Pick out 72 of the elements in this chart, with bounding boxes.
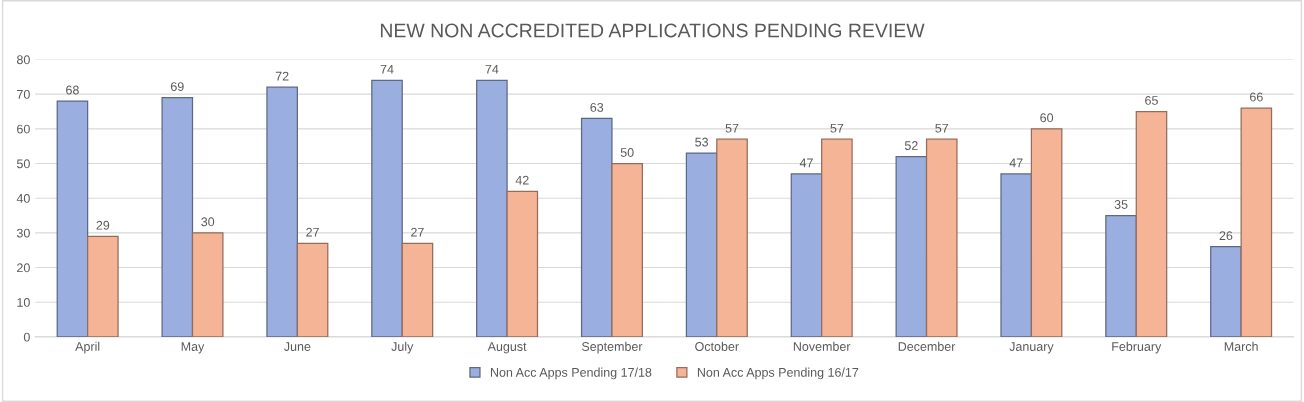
legend-label: Non Acc Apps Pending 17/18 [490,367,652,380]
bar [161,97,194,337]
y-tick-label: 20 [17,263,30,273]
data-label: 52 [904,141,918,150]
data-label: 74 [485,64,499,74]
data-label: 53 [695,137,709,147]
bar [476,79,508,337]
data-label: 72 [275,71,289,81]
bar [1210,246,1242,337]
data-label: 57 [935,123,949,133]
data-label: 63 [590,102,604,112]
bar [1240,107,1273,337]
x-tick-label: November [793,341,851,351]
bar [296,242,329,337]
y-tick-label: 0 [23,332,30,342]
bar [580,117,613,337]
chart-title: NEW NON ACCREDITED APPLICATIONS PENDING REVIEW [380,23,925,38]
x-tick-label: April [75,341,100,354]
data-label: 35 [1114,200,1128,209]
data-label: 68 [66,85,79,95]
x-tick-label: September [581,341,643,354]
bar [716,138,748,337]
data-label: 29 [96,220,110,230]
bar [87,235,119,337]
data-label: 50 [620,148,634,157]
bar [611,162,643,337]
data-label: 65 [1145,96,1158,105]
x-tick-label: June [284,342,311,351]
x-tick-label: December [898,341,956,351]
bar [895,155,928,337]
y-tick-label: 30 [16,228,30,238]
bar [821,138,853,337]
data-label: 57 [725,123,739,133]
y-tick-label: 70 [17,89,30,99]
bar [1105,214,1137,337]
data-label: 69 [170,82,184,91]
bar [401,242,434,337]
x-tick-label: February [1112,341,1162,354]
bar [266,86,298,337]
x-tick-label: August [487,342,527,354]
data-label: 66 [1250,92,1263,102]
bar [1000,173,1033,337]
data-label: 47 [799,158,813,168]
bar [1030,128,1063,337]
legend-label: Non Acc Apps Pending 16/17 [697,367,859,380]
y-tick-label: 10 [17,298,30,307]
data-label: 47 [1009,158,1023,168]
data-label: 27 [411,227,424,237]
bar [371,79,403,337]
bar [56,100,89,337]
x-tick-label: January [1009,342,1054,354]
x-tick-label: March [1224,341,1258,351]
data-label: 30 [201,217,215,227]
bar [685,152,718,337]
data-label: 60 [1040,113,1054,123]
bar [925,138,958,337]
bar [191,232,224,337]
data-label: 42 [515,175,529,185]
data-label: 57 [830,123,844,133]
y-tick-label: 80 [16,55,30,65]
bar [1135,110,1168,337]
bar [506,190,539,337]
bar [790,173,823,337]
x-tick-label: October [695,341,739,351]
x-tick-label: July [391,341,414,354]
data-label: 27 [306,227,319,237]
y-tick-label: 60 [17,124,30,134]
data-label: 26 [1219,231,1233,241]
y-tick-label: 40 [16,193,30,203]
data-label: 74 [380,64,394,74]
y-tick-label: 50 [16,159,30,169]
x-tick-label: May [181,342,205,354]
